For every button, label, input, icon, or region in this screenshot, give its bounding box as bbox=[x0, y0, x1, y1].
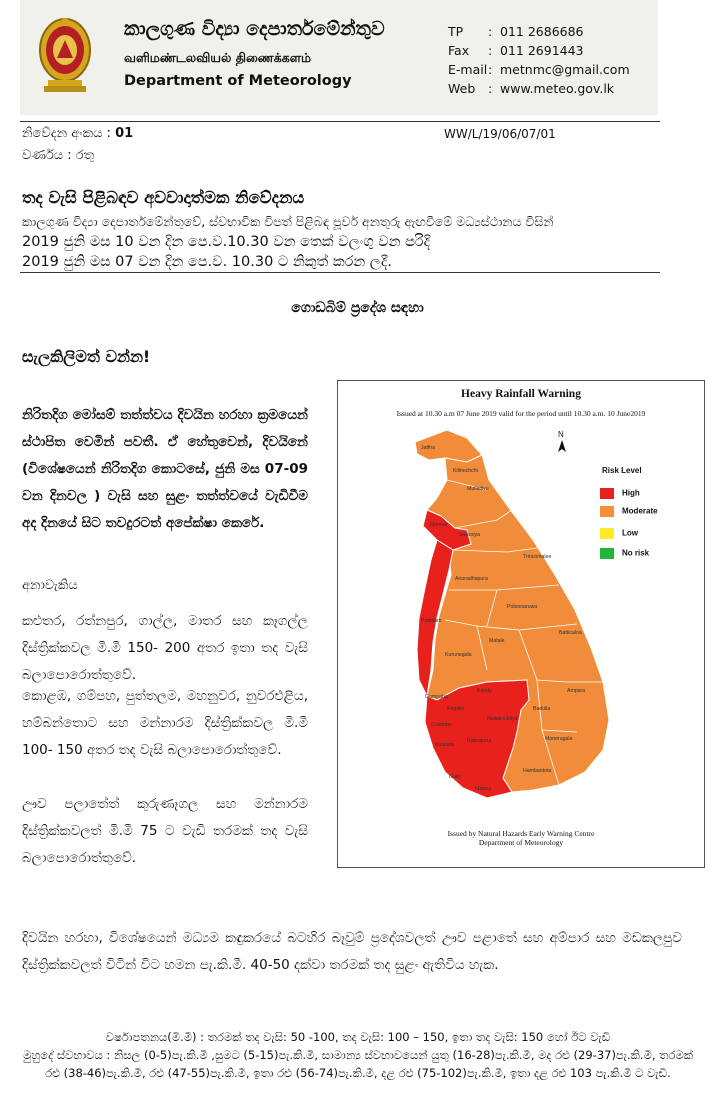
notice-heading: තද වැසි පිළිබඳව අවවාදාත්මක නිවේදනය bbox=[22, 188, 305, 207]
district-label: Puttalam bbox=[421, 618, 441, 624]
forecast-paragraph: කළුතර, රත්නපුර, ගාල්ල, මාතර සහ කෑගල්ල දි… bbox=[22, 613, 308, 683]
wind-paragraph: දිවයින හරහා, විශේෂයෙන් මධ්‍යම කඳුකරයේ බට… bbox=[22, 930, 682, 973]
footer-definitions: වර්ෂාපතනය(මි.මී) : තරමක් තද වැසි: 50 -10… bbox=[22, 1028, 694, 1082]
contact-value[interactable]: www.meteo.gov.lk bbox=[500, 81, 615, 96]
legend-swatch bbox=[600, 548, 614, 559]
notice-reference: WW/L/19/06/07/01 bbox=[444, 127, 556, 141]
rainfall-definition: වර්ෂාපතනය(මි.මී) : තරමක් තද වැසි: 50 -10… bbox=[105, 1030, 611, 1044]
colour-line: වර්ණය : රතු bbox=[22, 148, 94, 163]
contact-label: TP bbox=[448, 24, 464, 39]
alert-title: සැලකිලිමත් වන්න! bbox=[22, 347, 151, 366]
colour-label: වර්ණය : bbox=[22, 148, 76, 163]
contact-label: Fax bbox=[448, 43, 470, 58]
legend-swatch bbox=[600, 528, 614, 539]
contact-email: E-mail: metnmc@gmail.com bbox=[448, 60, 630, 79]
district-label: Gampaha bbox=[425, 694, 448, 700]
contact-value: 011 2686686 bbox=[500, 24, 584, 39]
letterhead-band bbox=[20, 0, 658, 115]
colour-value: රතු bbox=[75, 148, 95, 163]
district-label: Kandy bbox=[477, 688, 492, 694]
contact-separator: : bbox=[488, 24, 493, 39]
legend-swatch bbox=[600, 506, 614, 517]
district-label: Matara bbox=[475, 786, 491, 792]
legend-label: Moderate bbox=[622, 506, 658, 516]
contact-phone: TP:011 2686686 bbox=[448, 22, 630, 41]
map-footer: Issued by Natural Hazards Early Warning … bbox=[337, 829, 705, 847]
department-name-sinhala: කාලගුණ විද්‍යා දෙපාර්තමේන්තුව bbox=[124, 18, 385, 40]
district-label: Kilinochchi bbox=[453, 468, 478, 474]
district-label: Jaffna bbox=[421, 445, 435, 451]
district-label: Kalutara bbox=[435, 742, 454, 748]
district-label: Mannar bbox=[430, 522, 448, 528]
district-label: Nuwara Eliya bbox=[487, 716, 518, 722]
legend-item-high: High bbox=[600, 488, 640, 499]
contact-web: Web: www.meteo.gov.lk bbox=[448, 79, 630, 98]
district-label: Trincomalee bbox=[523, 554, 551, 560]
contact-block: TP:011 2686686 Fax:011 2691443 E-mail: me… bbox=[448, 22, 630, 98]
forecast-heading: අනාවැකිය bbox=[22, 578, 78, 593]
contact-fax: Fax:011 2691443 bbox=[448, 41, 630, 60]
forecast-paragraph: කොළඹ, ගම්පහ, පුත්තලම, මහනුවර, නුවරඑළිය, … bbox=[22, 688, 308, 758]
high-risk-area-west-coast bbox=[416, 539, 454, 698]
district-label: Kegalle bbox=[447, 706, 464, 712]
divider bbox=[20, 121, 660, 122]
district-label: Ampara bbox=[567, 688, 585, 694]
district-label: Ratnapura bbox=[467, 738, 491, 744]
notice-number-line: නිවේදන අංකය : 01 bbox=[22, 126, 133, 141]
legend-item-low: Low bbox=[600, 528, 638, 539]
district-label: Vavuniya bbox=[459, 532, 480, 538]
map-footer-issuer: Issued by Natural Hazards Early Warning … bbox=[447, 829, 595, 838]
high-risk-area-mannar bbox=[422, 509, 472, 551]
district-label: Anuradhapura bbox=[455, 576, 488, 582]
department-name-english: Department of Meteorology bbox=[124, 73, 352, 89]
legend-swatch bbox=[600, 488, 614, 499]
district-label: Matale bbox=[489, 638, 505, 644]
district-label: Kurunegala bbox=[445, 652, 472, 658]
district-label: Moneragala bbox=[545, 736, 573, 742]
district-label: Colombo bbox=[431, 722, 452, 728]
contact-value: 011 2691443 bbox=[500, 43, 584, 58]
district-label: Badulla bbox=[533, 706, 550, 712]
district-label: Galle bbox=[449, 774, 461, 780]
notice-issuer-line: කාලගුණ විද්‍යා දෙපාර්තමේන්තුවේ, ස්වභාවික… bbox=[22, 214, 554, 229]
contact-separator: : bbox=[488, 62, 493, 77]
notice-validity-line: 2019 ජුනි මස 10 වන දින පෙ.ව.10.30 වන තෙක… bbox=[22, 234, 431, 250]
legend-item-no-risk: No risk bbox=[600, 548, 649, 559]
divider bbox=[20, 272, 660, 273]
high-risk-area-south-west bbox=[424, 679, 530, 799]
district-label: Polonnaruwa bbox=[507, 604, 537, 610]
district-label: Hambantota bbox=[523, 768, 551, 774]
north-label: N bbox=[558, 430, 564, 439]
legend-label: No risk bbox=[622, 548, 650, 558]
contact-label: E-mail bbox=[448, 62, 488, 77]
district-label: Batticaloa bbox=[559, 630, 582, 636]
notice-issued-line: 2019 ජුනි මස 07 වන දින පෙ.ව. 10.30 ට නික… bbox=[22, 254, 392, 270]
sri-lanka-emblem-icon bbox=[38, 14, 92, 96]
district-label: Mullaitivu bbox=[467, 486, 489, 492]
situation-paragraph: නිරිතදිග මෝසම් තත්ත්වය දිවයින හරහා ක්‍රම… bbox=[22, 407, 308, 531]
department-name-tamil: வளிமண்டலவியல் திணைக்களம் bbox=[124, 50, 312, 65]
notice-number: 01 bbox=[115, 126, 134, 141]
contact-label: Web bbox=[448, 81, 476, 96]
legend-title: Risk Level bbox=[602, 466, 642, 475]
legend-label: Low bbox=[622, 528, 638, 538]
contact-separator: : bbox=[488, 81, 493, 96]
legend-label: High bbox=[622, 488, 640, 498]
wind-definition: මුහුදේ ස්වභාවය : නිසල (0-5)පැ.කි.මී ,සුම… bbox=[22, 1048, 694, 1080]
map-title: Heavy Rainfall Warning bbox=[461, 388, 581, 400]
region-title: ගොඩබිම් ප්‍රදේශ සඳහා bbox=[291, 300, 424, 316]
map-footer-department: Department of Meteorology bbox=[478, 838, 564, 847]
contact-separator: : bbox=[488, 43, 493, 58]
north-arrow-icon: N bbox=[558, 430, 566, 452]
map-issued-text: Issued at 10.30 a.m 07 June 2019 valid f… bbox=[396, 409, 646, 418]
sri-lanka-map: Jaffna Kilinochchi Mullaitivu Mannar Vav… bbox=[414, 429, 610, 799]
contact-value[interactable]: metnmc@gmail.com bbox=[500, 62, 630, 77]
notice-number-label: නිවේදන අංකය : bbox=[22, 126, 116, 141]
forecast-paragraph: ඌව පලාතේත් කුරුණෑගල සහ මන්නාරම දිස්ත්‍රි… bbox=[22, 796, 308, 866]
legend-item-moderate: Moderate bbox=[600, 506, 658, 517]
